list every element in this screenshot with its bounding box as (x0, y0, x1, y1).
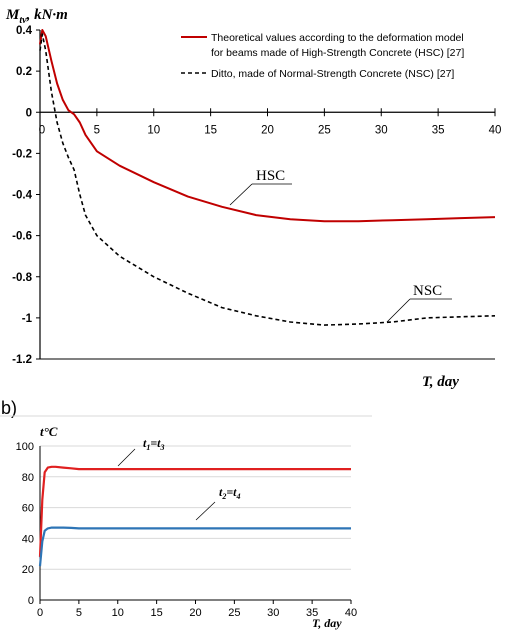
chart-b-ticks: 0 20 40 60 80 100 0 5 10 15 20 25 30 35 40 (16, 441, 357, 619)
chart-a-y-tick-label: -0.4 (12, 190, 32, 202)
hsc-annotation-label: HSC (256, 168, 285, 184)
chart-a-x-tick-label: 5 (94, 124, 100, 136)
chart-b-annotations: t1=t3 t2=t4 (117, 436, 241, 521)
chart-b: b) 0 20 40 60 80 100 0 5 10 15 20 25 30 35 40 t°C T, d… (0, 398, 372, 630)
chart-a-series (39, 29, 496, 326)
chart-a-y-tick-label: -0.8 (12, 272, 32, 284)
legend-text-hsc-2: for beams made of High-Strength Concrete… (211, 47, 464, 59)
nsc-annotation-label: NSC (413, 283, 442, 299)
chart-b-x-tick-label: 15 (151, 607, 163, 619)
t2-annotation-leader (195, 501, 216, 521)
chart-a-legend: Theoretical values according to the defo… (181, 32, 464, 80)
chart-a-y-tick-label: 0.4 (16, 25, 33, 37)
chart-a-x-tick-label: 0 (39, 124, 45, 136)
chart-b-y-tick-label: 60 (22, 503, 34, 515)
chart-b-y-tick-label: 0 (28, 595, 34, 607)
chart-b-y-tick-label: 20 (22, 564, 34, 576)
chart-b-x-tick-label: 0 (37, 607, 43, 619)
hsc-series-line (39, 29, 496, 223)
chart-a-y-tick-label: -0.6 (12, 231, 32, 243)
chart-b-y-tick-label: 40 (22, 533, 34, 545)
chart-a-annotations: HSC NSC (229, 168, 452, 323)
t2-t4-annotation-label: t2=t4 (219, 485, 241, 501)
nsc-annotation-leader (386, 298, 411, 323)
chart-b-ylabel: t°C (40, 424, 58, 439)
chart-b-x-tick-label: 40 (345, 607, 357, 619)
chart-a-y-tick-label: 0.2 (16, 66, 32, 78)
legend-text-nsc: Ditto, made of Normal-Strength Concrete … (211, 68, 454, 80)
chart-b-x-tick-label: 20 (189, 607, 201, 619)
chart-b-y-tick-label: 80 (22, 472, 34, 484)
t1-t3-series-line (38, 465, 351, 557)
chart-a-x-tick-label: 35 (432, 124, 445, 136)
chart-b-y-tick-label: 100 (16, 441, 34, 453)
chart-b-x-tick-label: 5 (76, 607, 82, 619)
chart-b-x-tick-label: 10 (112, 607, 124, 619)
chart-b-x-tick-label: 30 (267, 607, 279, 619)
chart-a-xlabel: T, day (422, 374, 459, 390)
nsc-series-line (39, 33, 496, 326)
chart-a-x-tick-label: 30 (375, 124, 388, 136)
hsc-annotation-leader (229, 183, 253, 206)
chart-b-series (38, 465, 351, 567)
chart-a-y-tick-label: 0 (26, 107, 32, 119)
chart-a-x-tick-label: 25 (318, 124, 331, 136)
chart-a-x-tick-label: 20 (261, 124, 274, 136)
chart-a-y-tick-label: -0.2 (12, 148, 32, 160)
chart-b-xlabel: T, day (312, 616, 342, 630)
t1-t3-annotation-label: t1=t3 (143, 436, 165, 452)
chart-a-y-tick-label: -1.2 (12, 354, 32, 366)
chart-a-x-tick-label: 15 (204, 124, 217, 136)
chart-a-x-tick-label: 40 (489, 124, 502, 136)
chart-a-ticks: 0.4 0.2 0 -0.2 -0.4 -0.6 -0.8 -1 -1.2 0 5 10 15 20 25 3… (12, 25, 501, 366)
chart-a-ylabel: Mtv, kN·m (5, 7, 68, 26)
chart-a: 0.4 0.2 0 -0.2 -0.4 -0.6 -0.8 -1 -1.2 0 5 10 15 20 25 3… (5, 7, 501, 390)
legend-text-hsc-1: Theoretical values according to the defo… (211, 32, 464, 44)
t1-annotation-leader (117, 448, 136, 467)
chart-a-y-tick-label: -1 (22, 313, 33, 325)
chart-b-x-tick-label: 25 (228, 607, 240, 619)
chart-a-x-tick-label: 10 (147, 124, 160, 136)
t2-t4-series-line (38, 526, 351, 567)
panel-label-b: b) (1, 398, 17, 418)
chart-b-x-tick-label: 35 (306, 607, 318, 619)
chart-b-grid (40, 445, 351, 570)
